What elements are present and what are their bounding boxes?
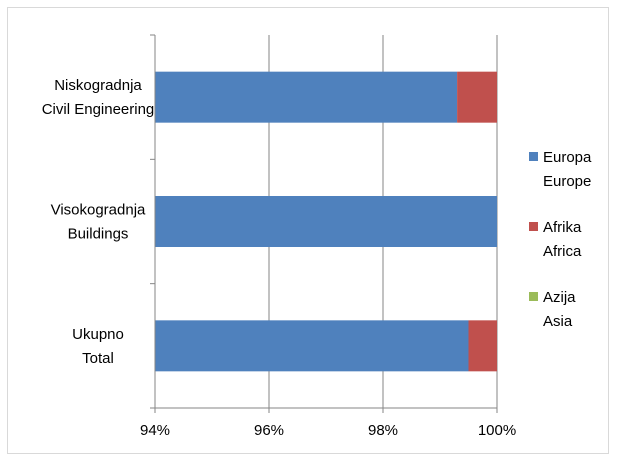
legend-swatch-1: [529, 222, 538, 231]
legend: Europa Europe Afrika Africa Azija Asia: [529, 149, 592, 330]
bar-cat2-series0: [155, 320, 469, 372]
category-label-0-line-0: Niskogradnja: [54, 77, 142, 94]
legend-label-0-line-1: Europe: [543, 173, 591, 190]
category-label-1-line-0: Visokogradnja: [51, 202, 146, 219]
category-label-2-line-1: Total: [82, 350, 114, 367]
x-tick-label-2: 98%: [368, 422, 398, 439]
legend-label-2-line-0: Azija: [543, 289, 576, 306]
legend-label-1-line-1: Africa: [543, 243, 582, 260]
bar-cat0-series0: [155, 71, 458, 123]
bar-cat2-series1: [468, 320, 497, 372]
bar-cat1-series0: [155, 196, 497, 247]
labels: 94% 96% 98% 100% Niskogradnja Civil Engineeri…: [42, 77, 516, 439]
bars: [155, 71, 497, 372]
category-label-0-line-1: Civil Engineering: [42, 101, 155, 118]
category-label-2-line-0: Ukupno: [72, 326, 124, 343]
legend-swatch-0: [529, 152, 538, 161]
x-tick-label-0: 94%: [140, 422, 170, 439]
category-label-1-line-1: Buildings: [68, 226, 129, 243]
legend-label-1-line-0: Afrika: [543, 219, 582, 236]
legend-swatch-2: [529, 292, 538, 301]
axes: [150, 34, 498, 413]
legend-label-2-line-1: Asia: [543, 313, 573, 330]
x-tick-label-3: 100%: [478, 422, 516, 439]
bar-cat0-series1: [457, 71, 497, 123]
legend-label-0-line-0: Europa: [543, 149, 592, 166]
x-tick-label-1: 96%: [254, 422, 284, 439]
